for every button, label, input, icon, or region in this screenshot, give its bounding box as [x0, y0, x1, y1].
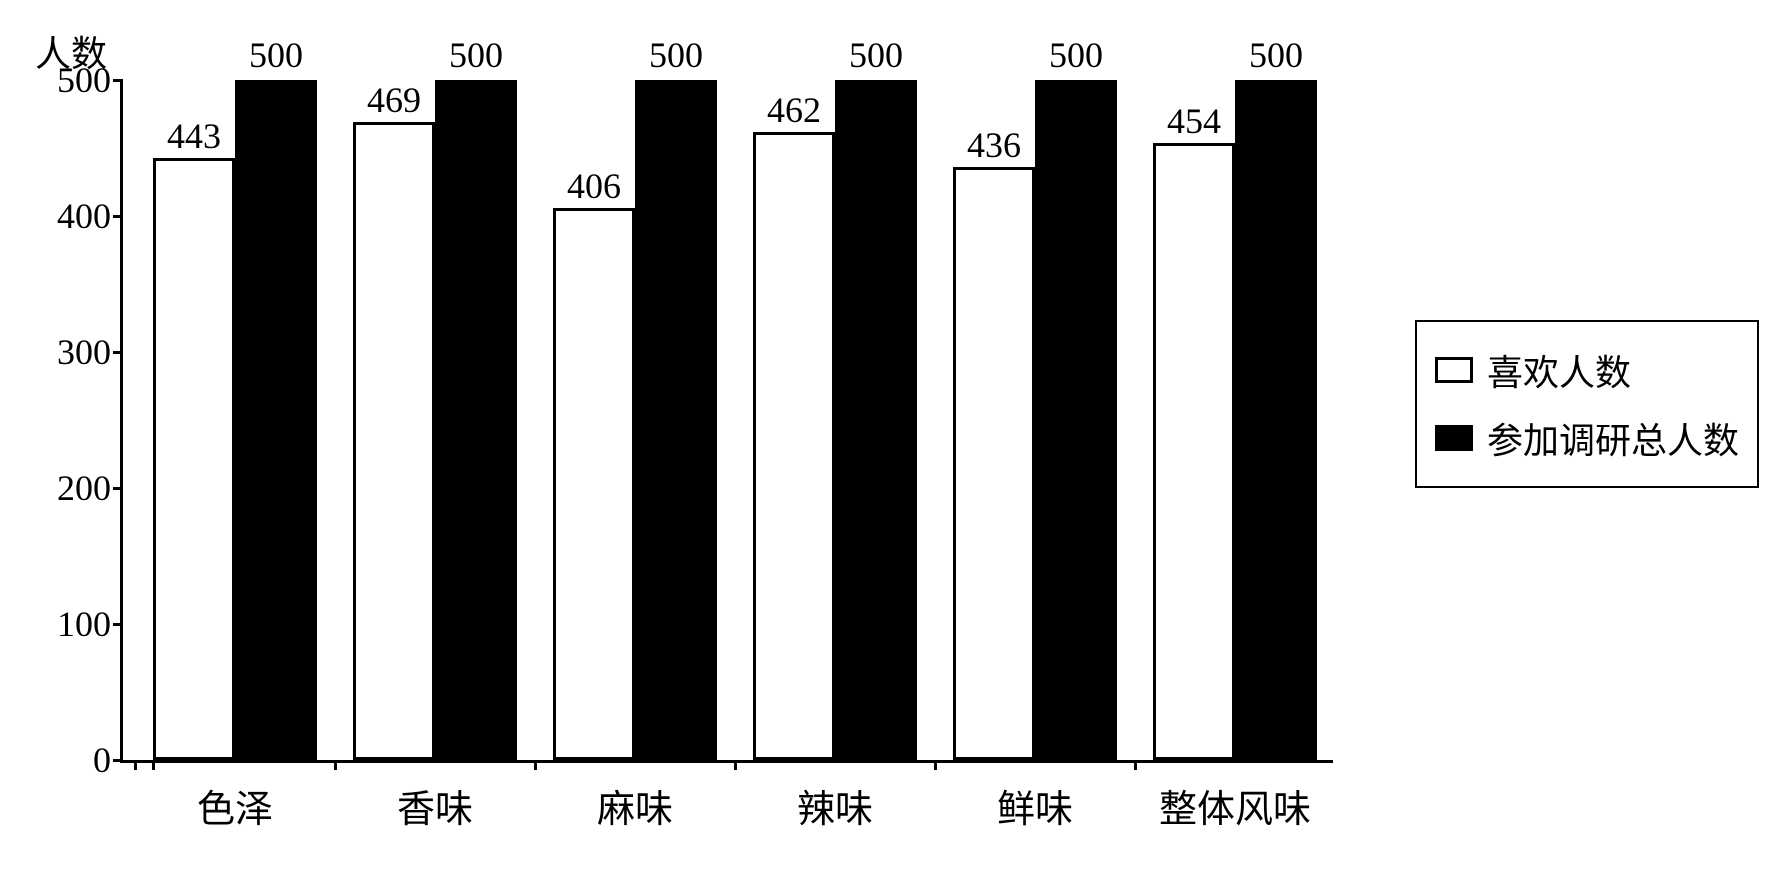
- bar: 406: [553, 208, 635, 760]
- legend-swatch-icon: [1435, 425, 1473, 451]
- legend-swatch-icon: [1435, 357, 1473, 383]
- bar: 469: [353, 122, 435, 760]
- bar: 500: [635, 80, 717, 760]
- bar: 462: [753, 132, 835, 760]
- bar-value-label: 462: [767, 89, 821, 135]
- x-tick-mark: [152, 760, 155, 770]
- x-tick-mark: [334, 760, 337, 770]
- bar: 500: [1235, 80, 1317, 760]
- x-tick-mark: [1134, 760, 1137, 770]
- legend: 喜欢人数 参加调研总人数: [1415, 320, 1759, 488]
- bar: 500: [1035, 80, 1117, 760]
- bar-value-label: 500: [449, 34, 503, 80]
- bar-value-label: 500: [1049, 34, 1103, 80]
- bar-value-label: 454: [1167, 100, 1221, 146]
- bar-value-label: 406: [567, 165, 621, 211]
- y-tick-label: 500: [57, 59, 123, 101]
- x-category-label: 鲜味: [997, 760, 1073, 833]
- bar: 454: [1153, 143, 1235, 760]
- x-tick-mark: [934, 760, 937, 770]
- y-tick-label: 300: [57, 331, 123, 373]
- x-tick-mark: [134, 760, 137, 770]
- bar: 500: [835, 80, 917, 760]
- legend-item: 参加调研总人数: [1435, 404, 1739, 472]
- bar-value-label: 436: [967, 124, 1021, 170]
- x-category-label: 香味: [397, 760, 473, 833]
- x-category-label: 辣味: [797, 760, 873, 833]
- legend-label: 参加调研总人数: [1487, 412, 1739, 464]
- bar-value-label: 500: [249, 34, 303, 80]
- bar-value-label: 443: [167, 115, 221, 161]
- y-tick-label: 200: [57, 467, 123, 509]
- bar-value-label: 500: [649, 34, 703, 80]
- bar-value-label: 469: [367, 79, 421, 125]
- y-tick-label: 0: [93, 739, 123, 781]
- y-tick-label: 400: [57, 195, 123, 237]
- chart-container: 人数 0100200300400500443500色泽469500香味40650…: [20, 20, 1792, 863]
- bar: 500: [235, 80, 317, 760]
- x-tick-mark: [534, 760, 537, 770]
- x-category-label: 麻味: [597, 760, 673, 833]
- legend-label: 喜欢人数: [1487, 344, 1631, 396]
- plot-area: 0100200300400500443500色泽469500香味406500麻味…: [120, 80, 1333, 763]
- bar: 443: [153, 158, 235, 760]
- bar-value-label: 500: [849, 34, 903, 80]
- chart-main: 人数 0100200300400500443500色泽469500香味40650…: [120, 30, 1333, 763]
- bar-value-label: 500: [1249, 34, 1303, 80]
- x-category-label: 色泽: [197, 760, 273, 833]
- legend-item: 喜欢人数: [1435, 336, 1739, 404]
- y-tick-label: 100: [57, 603, 123, 645]
- bar: 500: [435, 80, 517, 760]
- bar: 436: [953, 167, 1035, 760]
- x-tick-mark: [734, 760, 737, 770]
- x-category-label: 整体风味: [1159, 760, 1311, 833]
